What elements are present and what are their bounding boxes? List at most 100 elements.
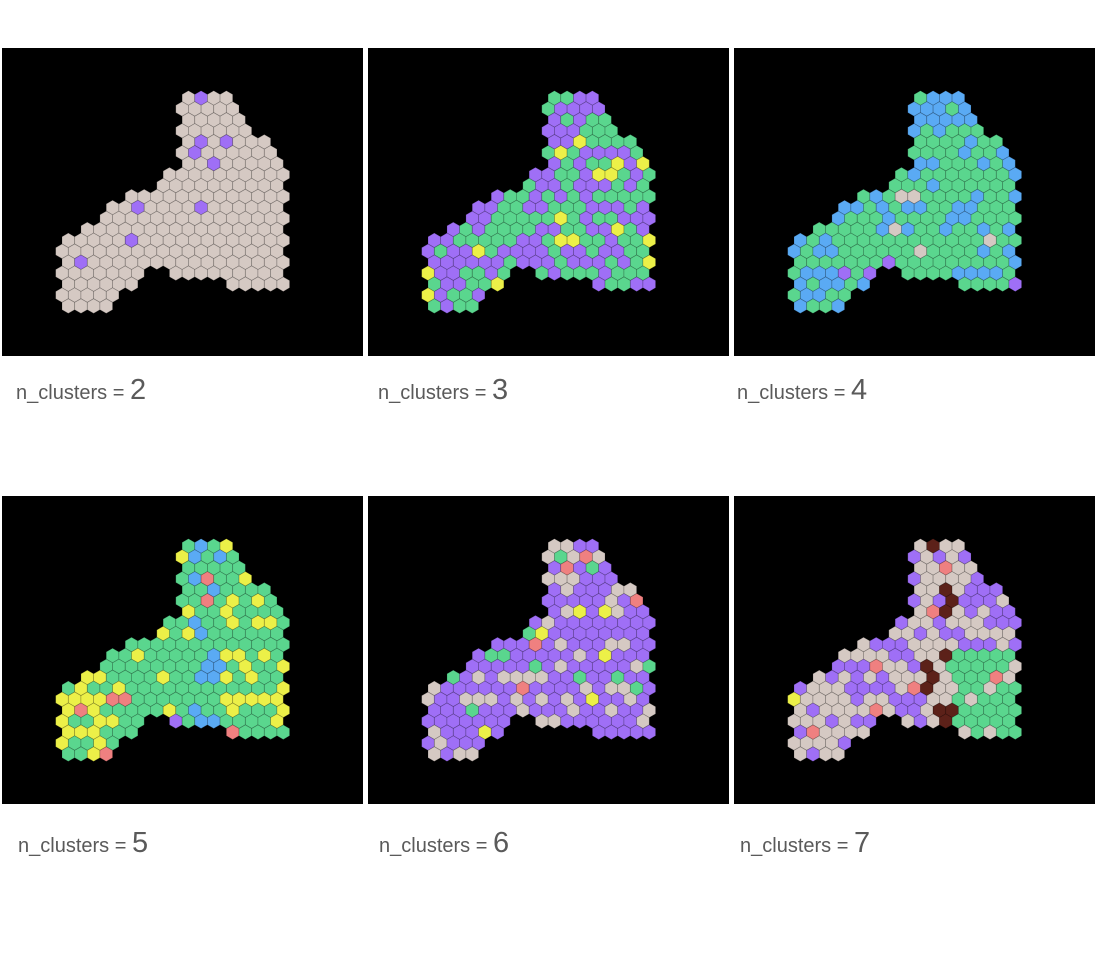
spot-hex <box>983 724 997 740</box>
spot-hex <box>207 713 221 729</box>
spot-hex <box>604 276 619 292</box>
spot-hex <box>194 713 208 729</box>
spot-hex <box>490 724 505 740</box>
spot-hex <box>169 713 183 729</box>
spot-hex <box>440 746 454 762</box>
spot-hex <box>617 724 631 740</box>
cluster-map-panel-1 <box>2 48 363 356</box>
caption-value: 6 <box>492 827 510 859</box>
caption-6: n_clusters = 7 <box>740 827 870 860</box>
caption-label: n_clusters = <box>737 382 851 404</box>
spot-hex <box>642 724 656 740</box>
spot-hex <box>276 276 290 292</box>
spot-hex <box>882 702 896 719</box>
spot-hex <box>939 713 953 729</box>
spot-hex <box>86 298 101 314</box>
cluster-map-panel-6 <box>734 496 1095 804</box>
spot-hex <box>238 276 253 292</box>
spot-hex <box>225 724 240 740</box>
spot-hex <box>124 724 139 740</box>
spot-hex <box>926 265 940 281</box>
spot-hex <box>86 746 101 762</box>
spot-hex <box>99 298 113 314</box>
spot-hex <box>806 746 820 762</box>
spot-hex <box>150 702 164 719</box>
cluster-map-panel-5 <box>368 496 729 804</box>
spot-hex <box>806 298 820 314</box>
spot-hex <box>251 276 265 292</box>
spot-hex <box>629 724 644 740</box>
spot-hex <box>629 276 644 292</box>
spot-hex <box>452 298 467 314</box>
cluster-map-7 <box>787 538 1022 762</box>
spot-hex <box>490 276 505 292</box>
spot-hex <box>74 298 88 314</box>
spot-hex <box>831 298 845 314</box>
spot-hex <box>207 265 221 281</box>
spot-hex <box>535 713 549 729</box>
cluster-map-4 <box>787 90 1022 314</box>
spot-hex <box>452 746 467 762</box>
spot-hex <box>61 746 76 762</box>
spot-hex <box>793 746 808 762</box>
caption-label: n_clusters = <box>740 835 854 857</box>
spot-hex <box>238 724 253 740</box>
spot-hex <box>1008 276 1022 292</box>
spot-hex <box>901 265 915 281</box>
spot-hex <box>465 746 479 762</box>
spot-hex <box>793 298 808 314</box>
caption-value: 7 <box>853 827 871 859</box>
spot-hex <box>74 746 88 762</box>
caption-2: n_clusters = 3 <box>378 374 508 407</box>
spot-hex <box>573 713 587 729</box>
spot-hex <box>169 265 183 281</box>
spot-hex <box>124 276 139 292</box>
spot-hex <box>516 702 530 719</box>
spot-hex <box>263 724 278 740</box>
spot-hex <box>99 746 113 762</box>
caption-4: n_clusters = 5 <box>18 827 148 860</box>
spot-hex <box>591 724 606 740</box>
spot-hex <box>560 713 574 729</box>
spot-hex <box>818 298 833 314</box>
spot-hex <box>983 276 997 292</box>
spot-hex <box>957 724 972 740</box>
cluster-map-panel-2 <box>368 48 729 356</box>
spot-hex <box>995 276 1010 292</box>
spot-hex <box>591 276 606 292</box>
spot-hex <box>427 746 442 762</box>
spot-hex <box>831 746 845 762</box>
spot-hex <box>957 276 972 292</box>
spot-hex <box>181 713 196 729</box>
spot-hex <box>150 254 164 271</box>
caption-label: n_clusters = <box>378 382 492 404</box>
spot-hex <box>194 265 208 281</box>
cluster-map-5 <box>55 538 290 762</box>
spot-hex <box>440 298 454 314</box>
spot-hex <box>926 713 940 729</box>
spot-hex <box>856 724 871 740</box>
spot-hex <box>970 276 985 292</box>
spot-hex <box>882 254 896 271</box>
cluster-map-3 <box>421 90 656 314</box>
caption-5: n_clusters = 6 <box>379 827 509 860</box>
spot-hex <box>225 276 240 292</box>
caption-value: 5 <box>131 827 149 859</box>
spot-hex <box>427 298 442 314</box>
caption-value: 3 <box>491 374 509 406</box>
spot-hex <box>1008 724 1022 740</box>
spot-hex <box>818 746 833 762</box>
spot-hex <box>642 276 656 292</box>
spot-hex <box>560 265 574 281</box>
spot-hex <box>535 265 549 281</box>
spot-hex <box>939 265 953 281</box>
spot-hex <box>276 724 290 740</box>
caption-label: n_clusters = <box>379 835 493 857</box>
spot-hex <box>547 265 562 281</box>
spot-hex <box>856 276 871 292</box>
spot-hex <box>913 713 928 729</box>
caption-1: n_clusters = 2 <box>16 374 146 407</box>
spot-hex <box>901 713 915 729</box>
spot-hex <box>465 298 479 314</box>
spot-hex <box>263 276 278 292</box>
